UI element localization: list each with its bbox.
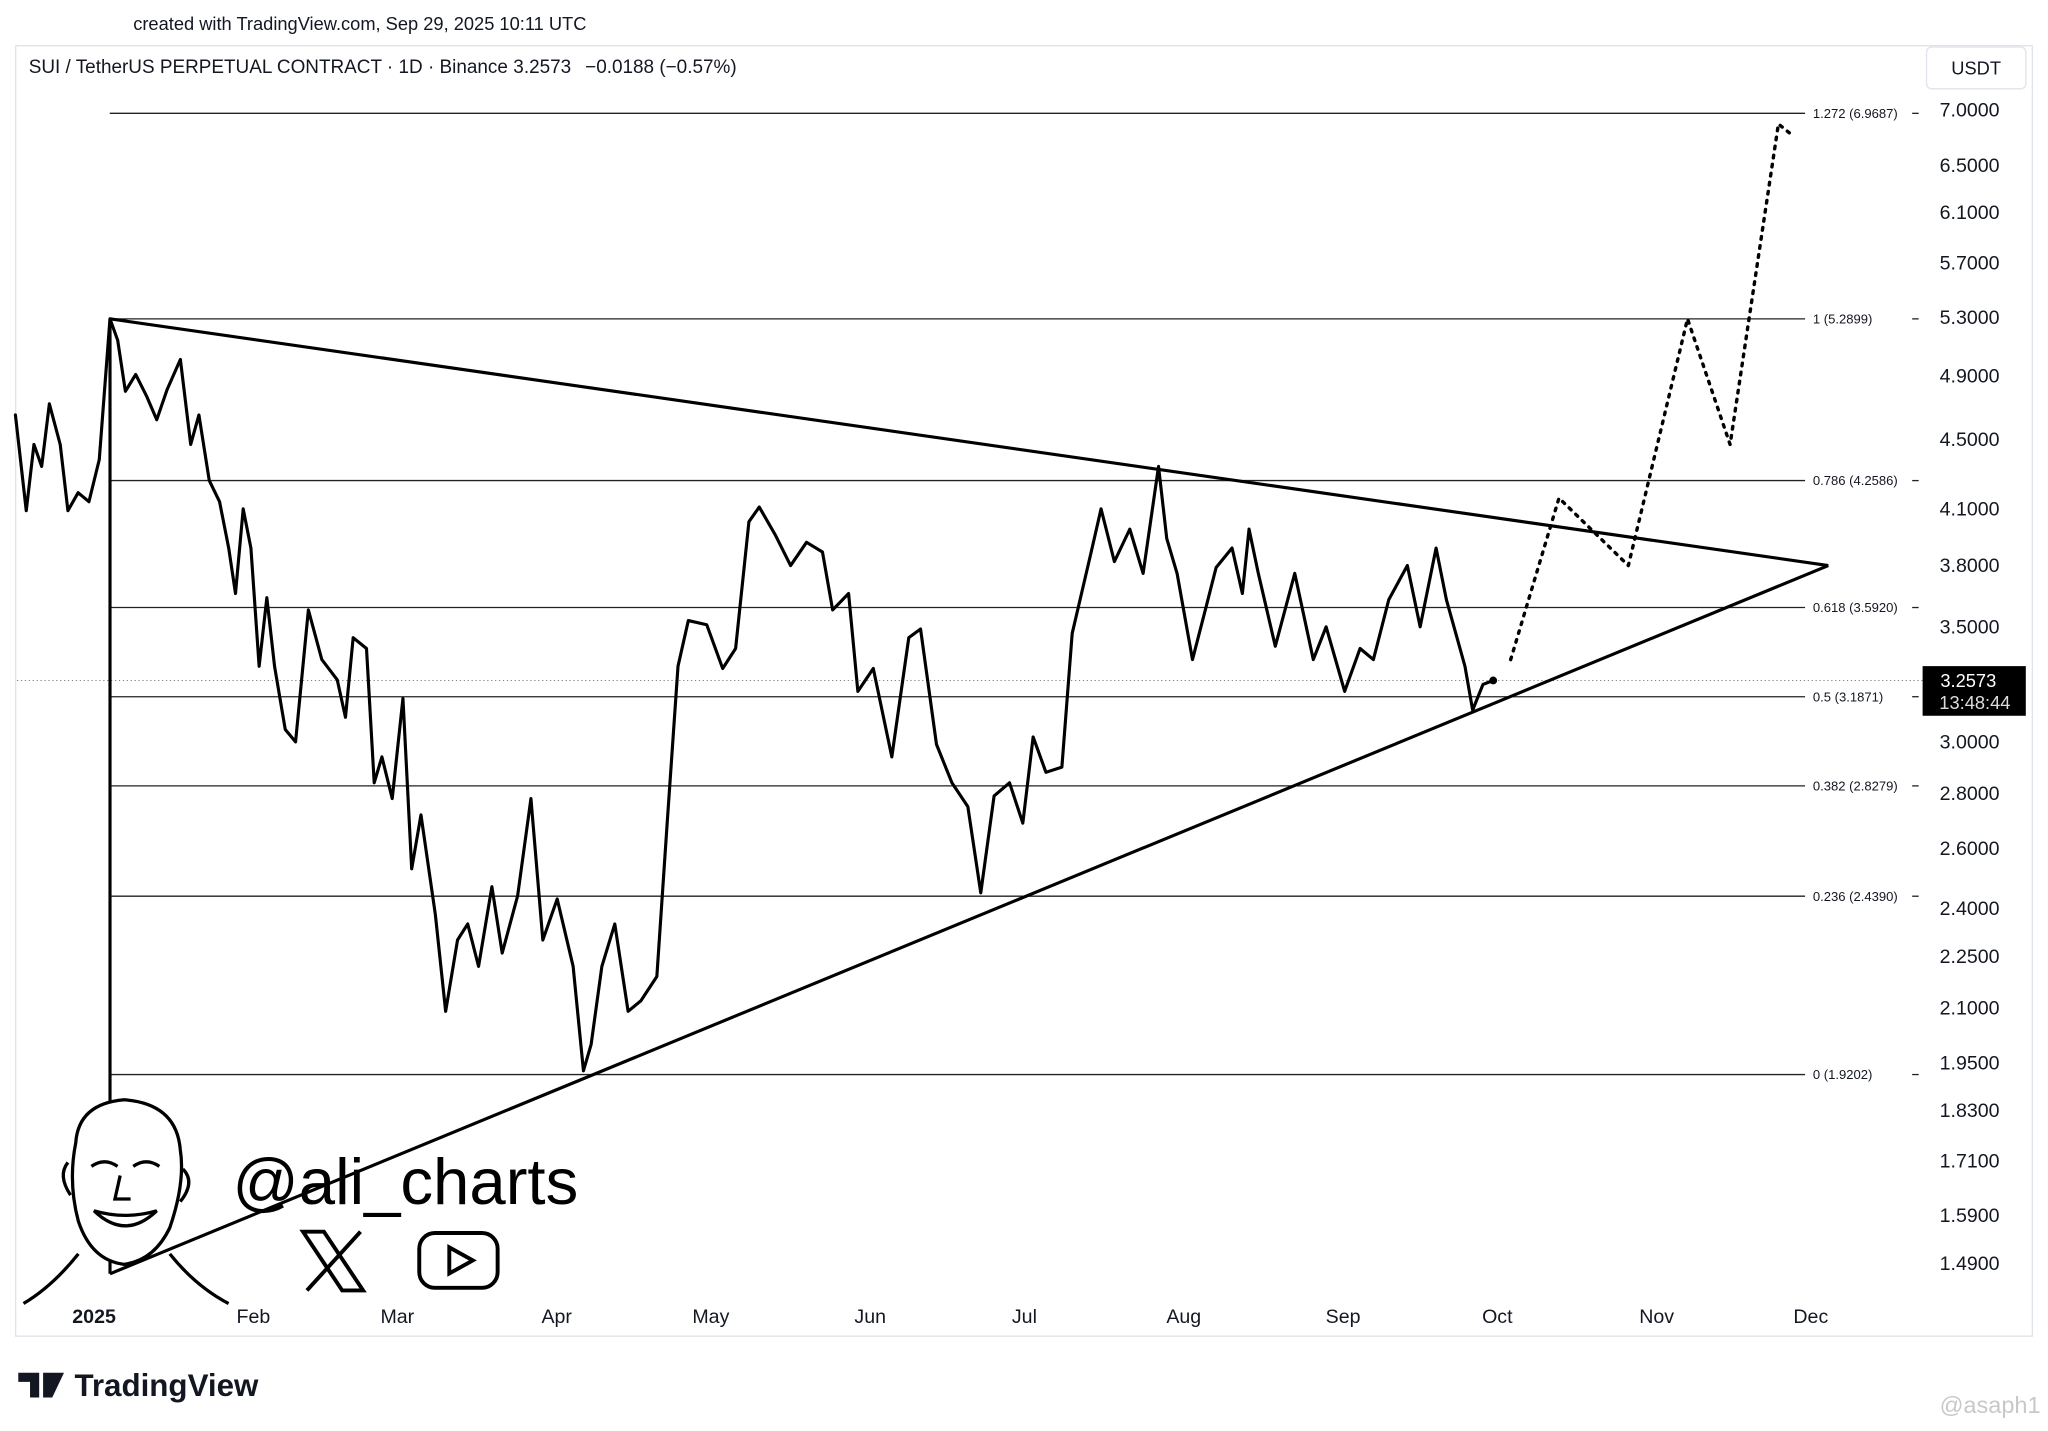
fib-label: 0.786 (4.2586) [1813, 473, 1898, 488]
x-tick-label: 2025 [72, 1306, 116, 1328]
x-tick-label: Dec [1793, 1306, 1828, 1328]
fib-label: 1 (5.2899) [1813, 311, 1872, 326]
x-tick-label: Jul [1012, 1306, 1037, 1328]
fib-label: 0 (1.9202) [1813, 1067, 1872, 1082]
y-tick-label: 3.0000 [1940, 731, 2000, 753]
y-tick-label: 1.7100 [1940, 1151, 2000, 1173]
trendline [109, 317, 1829, 568]
x-tick-label: Apr [541, 1306, 572, 1328]
y-tick-label: 2.6000 [1940, 838, 2000, 860]
handle: @ali_charts [232, 1145, 578, 1218]
y-tick-label: 2.4000 [1940, 898, 2000, 920]
pane-border [15, 45, 2033, 1337]
x-tick-label: Aug [1166, 1306, 1201, 1328]
repost-mark: @asaph1 [1940, 1392, 2041, 1418]
y-tick-label: 2.8000 [1940, 783, 2000, 805]
x-tick-label: Nov [1639, 1306, 1674, 1328]
chart-title: SUI / TetherUS PERPETUAL CONTRACT · 1D ·… [29, 57, 508, 78]
fib-label: 0.236 (2.4390) [1813, 889, 1898, 904]
y-tick-label: 5.3000 [1940, 307, 2000, 329]
fib-label: 0.5 (3.1871) [1813, 689, 1883, 704]
y-tick-label: 4.5000 [1940, 429, 2000, 451]
y-tick-label: 3.8000 [1940, 555, 2000, 577]
y-tick-label: 5.7000 [1940, 253, 2000, 275]
x-tick-label: Oct [1482, 1306, 1513, 1328]
countdown: 13:48:44 [1939, 692, 2010, 713]
fib-label: 0.382 (2.8279) [1813, 778, 1898, 793]
y-tick-label: 4.1000 [1940, 498, 2000, 520]
y-tick-label: 6.1000 [1940, 202, 2000, 224]
y-tick-label: 4.9000 [1940, 365, 2000, 387]
trendline [109, 564, 1829, 1276]
y-tick-label: 1.8300 [1940, 1100, 2000, 1122]
x-tick-label: Sep [1326, 1306, 1361, 1328]
created-note: created with TradingView.com, Sep 29, 20… [133, 13, 586, 34]
x-tick-label: Jun [854, 1306, 886, 1328]
y-tick-label: 2.2500 [1940, 946, 2000, 968]
plot: 7.0000 6.5000 6.1000 5.7000 5.3000 4.9000 4.50… [13, 100, 2000, 1328]
y-tick-label: 1.9500 [1940, 1053, 2000, 1075]
price-line [13, 317, 1495, 1073]
y-tick-label: 1.4900 [1940, 1253, 2000, 1275]
price-tag [1922, 666, 2026, 716]
price-change: −0.0188 (−0.57%) [585, 57, 737, 78]
price-tag-value: 3.2573 [1940, 670, 1996, 691]
fib-label: 1.272 (6.9687) [1813, 106, 1898, 121]
x-tick-label: May [692, 1306, 729, 1328]
brand: TradingView [74, 1368, 259, 1403]
fib-label: 0.618 (3.5920) [1813, 600, 1898, 615]
y-tick-label: 1.5900 [1940, 1205, 2000, 1227]
x-tick-label: Mar [380, 1306, 414, 1328]
y-tick-label: 2.1000 [1940, 997, 2000, 1019]
avatar [22, 1098, 230, 1305]
y-tick-label: 7.0000 [1940, 100, 2000, 122]
brand-logo [18, 1372, 65, 1398]
last-point [1489, 676, 1498, 685]
x-icon [299, 1229, 367, 1293]
currency: USDT [1951, 57, 2001, 78]
y-tick-label: 3.5000 [1940, 616, 2000, 638]
currency-box[interactable] [1925, 46, 2027, 90]
last-price: 3.2573 [513, 57, 571, 78]
x-tick-label: Feb [237, 1306, 271, 1328]
youtube-icon [417, 1231, 500, 1290]
y-tick-label: 6.5000 [1940, 155, 2000, 177]
projection-line [1508, 122, 1794, 662]
